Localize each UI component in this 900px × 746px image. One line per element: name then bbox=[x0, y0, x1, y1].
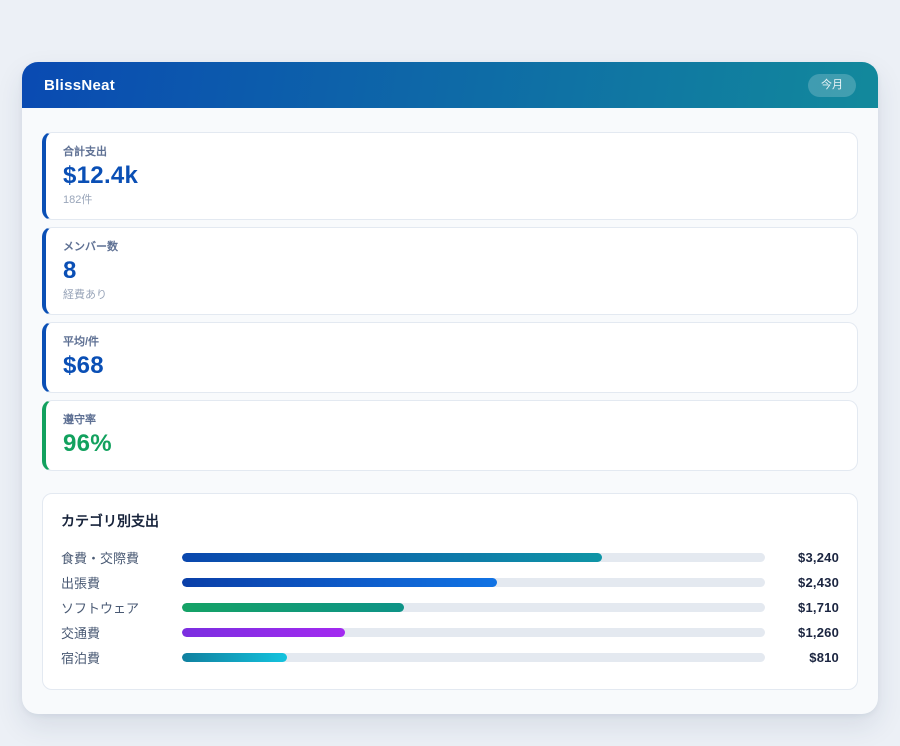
category-row: 出張費 $2,430 bbox=[61, 573, 839, 591]
category-bar-fill bbox=[182, 578, 497, 587]
category-label: 宿泊費 bbox=[61, 648, 182, 667]
category-amount: $1,710 bbox=[775, 600, 839, 615]
category-bar-fill bbox=[182, 603, 404, 612]
stat-label: 平均/件 bbox=[63, 335, 840, 349]
category-amount: $810 bbox=[775, 650, 839, 665]
category-bar-track bbox=[182, 553, 765, 562]
app-title: BlissNeat bbox=[44, 77, 115, 94]
stat-value: $12.4k bbox=[63, 162, 840, 190]
panel-body: 合計支出 $12.4k 182件 メンバー数 8 経費あり 平均/件 $68 遵… bbox=[22, 108, 878, 714]
stat-label: 遵守率 bbox=[63, 413, 840, 427]
stat-sub: 182件 bbox=[63, 194, 840, 207]
stat-value: $68 bbox=[63, 352, 840, 380]
category-amount: $1,260 bbox=[775, 625, 839, 640]
category-bar-fill bbox=[182, 628, 345, 637]
period-badge[interactable]: 今月 bbox=[808, 74, 856, 97]
dashboard-panel: BlissNeat 今月 合計支出 $12.4k 182件 メンバー数 8 経費… bbox=[22, 62, 878, 714]
category-amount: $3,240 bbox=[775, 550, 839, 565]
stat-card: メンバー数 8 経費あり bbox=[42, 227, 858, 315]
stat-label: メンバー数 bbox=[63, 240, 840, 254]
stat-value: 8 bbox=[63, 257, 840, 285]
category-row: 食費・交際費 $3,240 bbox=[61, 548, 839, 566]
category-amount: $2,430 bbox=[775, 575, 839, 590]
category-bar-fill bbox=[182, 553, 602, 562]
app-header: BlissNeat 今月 bbox=[22, 62, 878, 108]
category-label: 出張費 bbox=[61, 573, 182, 592]
stat-label: 合計支出 bbox=[63, 145, 840, 159]
category-row: 交通費 $1,260 bbox=[61, 623, 839, 641]
category-bar-track bbox=[182, 628, 765, 637]
category-bar-track bbox=[182, 603, 765, 612]
category-bar-fill bbox=[182, 653, 287, 662]
category-label: 食費・交際費 bbox=[61, 548, 182, 567]
stat-value: 96% bbox=[63, 430, 840, 458]
stat-card: 合計支出 $12.4k 182件 bbox=[42, 132, 858, 220]
stat-card: 平均/件 $68 bbox=[42, 322, 858, 393]
category-card: カテゴリ別支出 食費・交際費 $3,240 出張費 $2,430 bbox=[42, 493, 858, 690]
category-card-title: カテゴリ別支出 bbox=[61, 511, 839, 531]
stat-card: 遵守率 96% bbox=[42, 400, 858, 471]
category-row: ソフトウェア $1,710 bbox=[61, 598, 839, 616]
category-row: 宿泊費 $810 bbox=[61, 648, 839, 666]
category-bar-track bbox=[182, 578, 765, 587]
category-label: ソフトウェア bbox=[61, 598, 182, 617]
category-label: 交通費 bbox=[61, 623, 182, 642]
stat-sub: 経費あり bbox=[63, 289, 840, 302]
category-bar-track bbox=[182, 653, 765, 662]
